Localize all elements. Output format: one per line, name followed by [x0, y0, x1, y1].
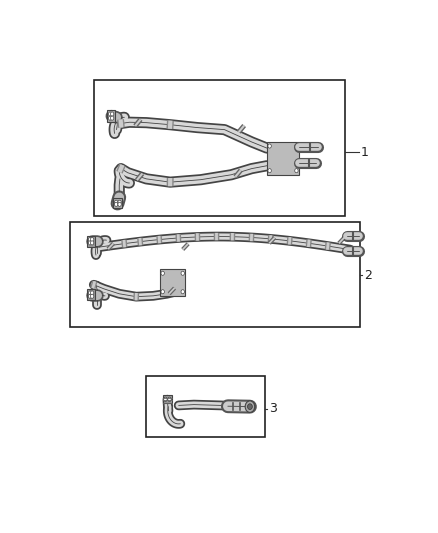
Circle shape — [88, 291, 92, 295]
Bar — [107, 110, 115, 122]
Circle shape — [181, 290, 184, 294]
Bar — [113, 198, 122, 208]
Circle shape — [114, 202, 118, 206]
Circle shape — [161, 271, 164, 276]
Circle shape — [168, 397, 171, 401]
Circle shape — [118, 202, 121, 206]
Circle shape — [88, 241, 92, 245]
Bar — [267, 142, 299, 175]
Circle shape — [168, 397, 171, 401]
Circle shape — [90, 238, 94, 241]
Bar — [146, 376, 265, 438]
Circle shape — [114, 200, 118, 204]
Circle shape — [295, 144, 298, 148]
Circle shape — [88, 238, 92, 241]
Circle shape — [108, 116, 112, 120]
Bar — [87, 289, 95, 301]
Text: 3: 3 — [268, 402, 276, 415]
Text: 2: 2 — [364, 269, 371, 282]
Circle shape — [164, 397, 167, 401]
Circle shape — [164, 397, 167, 401]
Circle shape — [295, 168, 298, 173]
Circle shape — [161, 290, 164, 294]
Circle shape — [247, 404, 252, 409]
Circle shape — [268, 144, 271, 148]
Bar — [94, 80, 345, 216]
Circle shape — [118, 200, 121, 204]
Circle shape — [245, 401, 254, 413]
Circle shape — [110, 112, 114, 116]
Bar — [87, 236, 95, 247]
Circle shape — [110, 116, 114, 120]
Circle shape — [90, 294, 94, 298]
Circle shape — [268, 168, 271, 173]
Circle shape — [90, 291, 94, 295]
Bar — [162, 395, 172, 403]
Bar — [70, 222, 360, 327]
Circle shape — [90, 241, 94, 245]
Circle shape — [88, 294, 92, 298]
Text: 1: 1 — [360, 146, 368, 159]
Circle shape — [108, 112, 112, 116]
Circle shape — [181, 271, 184, 276]
Bar — [160, 269, 185, 296]
